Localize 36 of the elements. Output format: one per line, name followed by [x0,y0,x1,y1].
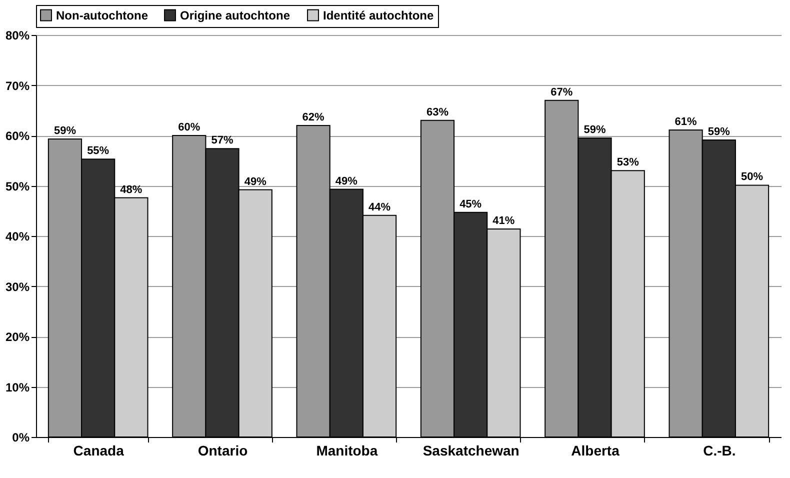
x-tick-label: Canada [73,442,124,458]
x-tick-label: Alberta [571,442,620,458]
x-tick-label: Manitoba [316,442,378,458]
data-label: 62% [302,111,325,124]
y-tick-label: 80% [5,28,30,42]
x-tick-label: C.-B. [703,442,736,458]
y-tick-label: 10% [5,380,30,394]
y-tick-label: 50% [5,179,30,194]
data-label: 41% [492,214,515,227]
legend-label: Identité autochtone [323,8,434,22]
legend-label: Non-autochtone [56,8,148,22]
data-label: 53% [616,156,640,169]
data-label: 59% [708,126,730,138]
data-label: 63% [426,106,449,118]
y-tick-label: 40% [5,230,30,244]
y-tick-label: 60% [5,129,30,143]
y-tick-label: 30% [5,280,30,294]
data-label: 49% [335,175,358,188]
data-label: 48% [120,184,142,196]
y-tick-label: 0% [12,430,30,444]
x-tick-label: Saskatchewan [422,442,520,458]
y-tick-label: 70% [5,78,30,93]
x-tick-label: Ontario [198,442,248,458]
data-label: 44% [368,201,391,214]
data-label: 50% [741,171,764,184]
data-label: 45% [460,198,482,210]
data-label: 55% [87,145,110,158]
data-label: 59% [54,125,76,138]
data-label: 59% [584,124,606,136]
data-label: 67% [550,86,573,98]
data-label: 61% [674,116,698,128]
data-label: 60% [178,122,200,134]
data-label: 49% [244,176,267,188]
data-label: 57% [211,134,234,147]
y-tick-label: 20% [5,330,30,344]
legend-label: Origine autochtone [180,8,290,22]
